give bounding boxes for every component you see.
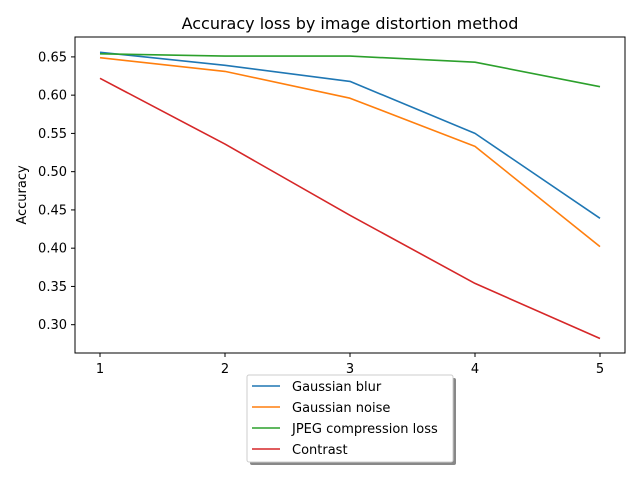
legend: Gaussian blur Gaussian noise JPEG compress…: [246, 374, 456, 465]
series-line-gaussian-noise: [99, 56, 601, 248]
legend-label-jpeg-compression-loss: JPEG compression loss: [291, 422, 438, 437]
y-tick-label: 0.60: [38, 89, 67, 104]
legend-label-contrast: Contrast: [292, 443, 348, 458]
legend-label-gaussian-blur: Gaussian blur: [292, 380, 382, 395]
y-tick-label: 0.40: [38, 242, 67, 257]
legend-label-gaussian-noise: Gaussian noise: [292, 401, 390, 416]
x-tick-label: 3: [346, 362, 354, 377]
series-line-jpeg-compression-loss: [99, 53, 601, 88]
x-tick-label: 2: [221, 362, 229, 377]
x-tick-label: 1: [96, 362, 104, 377]
x-tick-label: 4: [471, 362, 479, 377]
chart-title: Accuracy loss by image distortion method: [182, 14, 519, 33]
series-line-contrast: [99, 77, 601, 340]
y-axis-ticks: 0.30 0.35 0.40 0.45 0.50 0.55 0.60 0.65: [38, 50, 75, 333]
y-tick-label: 0.35: [38, 280, 67, 295]
legend-box: [246, 374, 454, 463]
y-tick-label: 0.45: [38, 203, 67, 218]
y-tick-label: 0.65: [38, 50, 67, 65]
plot-area-frame: [74, 36, 626, 354]
x-tick-label: 5: [596, 362, 604, 377]
x-axis-ticks: 1 2 3 4 5: [96, 353, 604, 377]
y-tick-label: 0.50: [38, 165, 67, 180]
y-tick-label: 0.55: [38, 127, 67, 142]
y-axis-label: Accuracy: [15, 165, 30, 225]
series-line-gaussian-blur: [99, 51, 601, 219]
y-tick-label: 0.30: [38, 318, 67, 333]
series-lines: [99, 51, 601, 340]
